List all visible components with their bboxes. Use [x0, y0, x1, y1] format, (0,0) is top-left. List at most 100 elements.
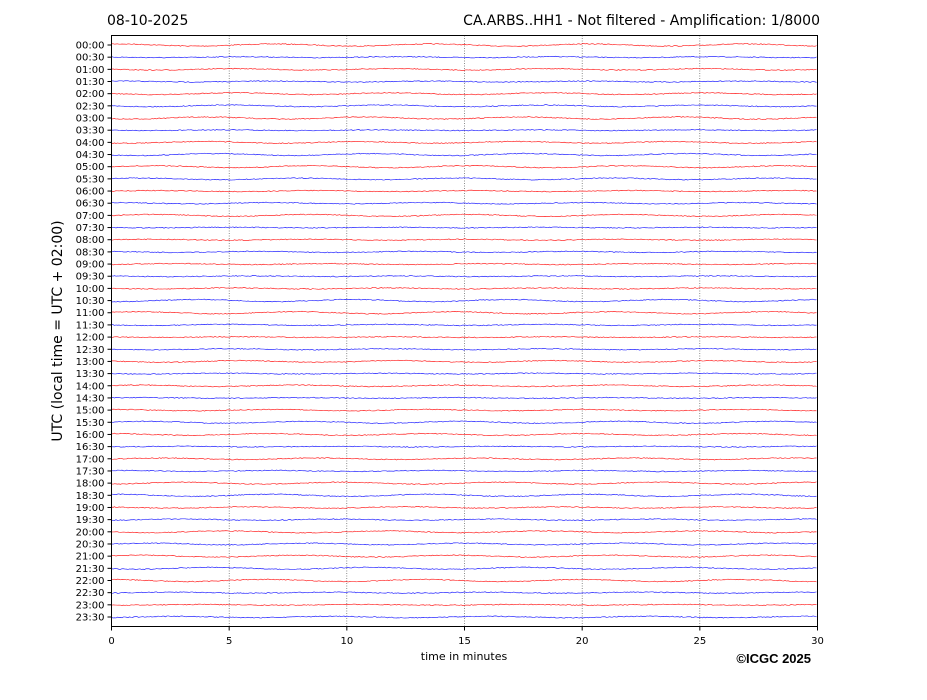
trace-1400	[111, 384, 817, 388]
y-tick-label: 08:30	[76, 247, 105, 258]
y-tick-label: 11:00	[76, 308, 105, 319]
trace-1000	[111, 287, 817, 290]
y-tick-label: 02:00	[76, 89, 105, 100]
y-tick-label: 18:00	[76, 479, 105, 490]
x-tick-label: 15	[458, 636, 471, 647]
trace-1600	[111, 432, 817, 437]
y-tick-label: 03:00	[76, 114, 105, 125]
trace-0530	[111, 177, 817, 181]
y-tick-label: 03:30	[76, 126, 105, 137]
x-tick-label: 10	[340, 636, 353, 647]
trace-0830	[111, 250, 817, 254]
y-tick-label: 05:30	[76, 174, 105, 185]
trace-0230	[111, 104, 817, 108]
y-tick-label: 00:30	[76, 53, 105, 64]
trace-0630	[111, 201, 817, 205]
trace-2000	[111, 530, 817, 534]
x-tick-label: 25	[693, 636, 706, 647]
trace-1830	[111, 493, 817, 498]
y-tick-label: 16:00	[76, 430, 105, 441]
trace-2030	[111, 542, 817, 546]
y-tick-label: 10:00	[76, 284, 105, 295]
y-tick-label: 12:00	[76, 333, 105, 344]
y-tick-label: 04:00	[76, 138, 105, 149]
y-tick-label: 17:00	[76, 454, 105, 465]
y-tick-label: 20:00	[76, 527, 105, 538]
y-tick-label: 04:30	[76, 150, 105, 161]
trace-1330	[111, 372, 817, 375]
trace-1030	[111, 298, 817, 303]
trace-2100	[111, 554, 817, 558]
trace-0700	[111, 213, 817, 218]
y-tick-label: 15:30	[76, 418, 105, 429]
x-tick-label: 20	[576, 636, 589, 647]
trace-0900	[111, 262, 817, 266]
trace-2300	[111, 603, 817, 606]
trace-2130	[111, 566, 817, 570]
trace-0130	[111, 80, 817, 83]
grid	[228, 35, 701, 627]
y-tick-label: 10:30	[76, 296, 105, 307]
trace-0400	[111, 140, 817, 144]
y-tick-label: 13:30	[76, 369, 105, 380]
trace-0800	[111, 238, 817, 241]
trace-2200	[111, 578, 817, 583]
trace-0330	[111, 129, 817, 132]
x-axis-label: time in minutes	[421, 650, 508, 663]
trace-1930	[111, 518, 817, 522]
y-tick-label: 22:30	[76, 588, 105, 599]
trace-1530	[111, 420, 817, 425]
y-tick-label: 09:00	[76, 260, 105, 271]
trace-1200	[111, 335, 817, 339]
trace-0030	[111, 55, 817, 59]
y-tick-label: 01:00	[76, 65, 105, 76]
trace-1900	[111, 506, 817, 509]
y-tick-label: 07:00	[76, 211, 105, 222]
trace-2230	[111, 591, 817, 594]
trace-0300	[111, 116, 817, 120]
y-tick-label: 06:00	[76, 187, 105, 198]
x-axis: 0 5 10 15 20 25 30	[108, 626, 824, 647]
y-tick-label: 23:30	[76, 613, 105, 624]
y-tick-label: 06:30	[76, 199, 105, 210]
y-tick-label: 09:30	[76, 272, 105, 283]
y-tick-label: 21:30	[76, 564, 105, 575]
trace-0000	[111, 43, 817, 47]
trace-1130	[111, 323, 817, 327]
y-tick-label: 19:30	[76, 515, 105, 526]
y-tick-label: 21:00	[76, 552, 105, 563]
y-tick-label: 19:00	[76, 503, 105, 514]
y-tick-label: 20:30	[76, 539, 105, 550]
x-tick-label: 5	[226, 636, 232, 647]
x-tick-label: 0	[108, 636, 114, 647]
trace-0200	[111, 92, 817, 96]
y-tick-label: 05:00	[76, 162, 105, 173]
y-tick-label: 14:30	[76, 393, 105, 404]
y-tick-label: 00:00	[76, 41, 105, 52]
trace-1100	[111, 310, 817, 315]
trace-0600	[111, 189, 817, 193]
trace-1800	[111, 481, 817, 485]
y-tick-label: 18:30	[76, 491, 105, 502]
y-tick-label: 01:30	[76, 77, 105, 88]
y-tick-label: 02:30	[76, 101, 105, 112]
y-tick-label: 14:00	[76, 381, 105, 392]
x-tick-label: 30	[811, 636, 824, 647]
trace-1630	[111, 445, 817, 448]
trace-0730	[111, 226, 817, 229]
chart-date: 08-10-2025	[107, 13, 188, 29]
trace-1230	[111, 347, 817, 351]
y-tick-label: 12:30	[76, 345, 105, 356]
y-tick-label: 11:30	[76, 320, 105, 331]
trace-1730	[111, 469, 817, 473]
trace-1430	[111, 396, 817, 400]
y-axis-label: UTC (local time = UTC + 02:00)	[50, 220, 66, 441]
y-tick-label: 13:00	[76, 357, 105, 368]
trace-2330	[111, 615, 817, 619]
trace-0100	[111, 67, 817, 71]
y-tick-label: 23:00	[76, 600, 105, 611]
trace-1500	[111, 408, 817, 412]
y-tick-label: 16:30	[76, 442, 105, 453]
